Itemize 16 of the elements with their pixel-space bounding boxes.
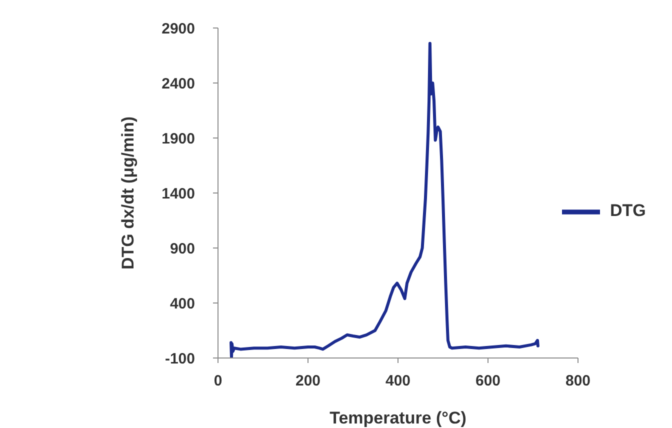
legend-label: DTG [610, 201, 646, 220]
x-tick-label: 400 [385, 372, 411, 390]
x-tick-label: 200 [295, 372, 321, 390]
x-tick-label: 600 [475, 372, 501, 390]
x-tick-label: 800 [565, 372, 591, 390]
line-series [230, 42, 540, 358]
y-tick-label: 400 [170, 295, 195, 312]
x-tick-label: 0 [214, 372, 222, 390]
x-axis-title: Temperature (°C) [330, 408, 466, 428]
y-tick-label: 1900 [162, 130, 195, 148]
y-tick-label: 2400 [162, 75, 195, 92]
y-tick-label: -100 [164, 350, 195, 368]
y-axis-title: DTG dx/dt (μg/min) [118, 116, 138, 270]
y-tick-label: 900 [170, 240, 195, 258]
y-tick-label: 1400 [162, 185, 195, 202]
y-tick-label: 2900 [162, 20, 195, 38]
